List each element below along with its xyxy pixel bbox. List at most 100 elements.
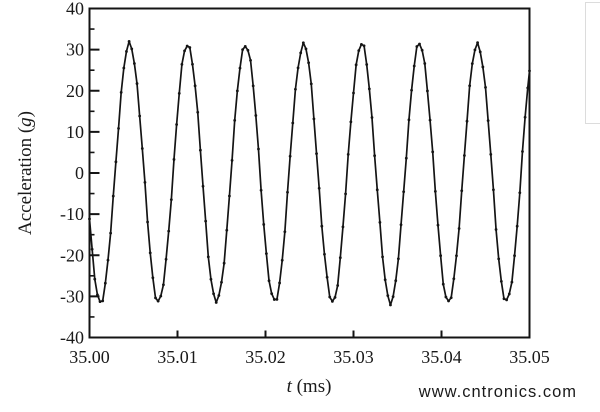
waveform-marker-dot [481,65,485,69]
x-axis-tick-labels: 35.00 35.01 35.02 35.03 35.04 35.05 [69,347,550,367]
waveform-marker-dot [140,147,144,150]
x-tick-label: 35.01 [157,347,198,367]
x-tick-label: 35.04 [421,347,462,367]
waveform-marker-dot [291,121,295,125]
waveform-marker-dot [296,66,300,70]
waveform-marker-dot [230,158,234,162]
waveform-marker-dot [162,283,165,287]
waveform-marker-dot [183,49,186,53]
waveform-marker-dot [415,45,419,48]
waveform-marker-dot [370,116,374,119]
y-tick-label: 20 [66,81,84,101]
waveform-marker-dot [462,154,466,157]
waveform-marker-dot [468,84,472,88]
y-tick-label: 30 [66,40,84,60]
waveform-marker-dot [431,150,435,154]
waveform-marker-dot [489,152,493,156]
waveform-marker-dot [111,194,115,198]
y-axis-title-text: Acceleration ( [15,127,36,235]
waveform-marker-dot [286,190,289,194]
waveform-marker-dot [196,110,200,114]
waveform-marker-dot [193,84,197,88]
waveform-marker-dot [103,281,107,285]
waveform-marker-dot [394,279,398,283]
waveform-marker-dot [272,298,276,301]
x-tick-label: 35.02 [245,347,286,367]
waveform-marker-dot [169,198,173,202]
waveform-marker-dot [521,150,524,153]
waveform-marker-dot [270,292,274,296]
waveform-marker-dot [114,160,118,164]
waveform-marker-dot [175,123,179,126]
waveform-marker-dot [383,278,387,282]
waveform-marker-dot [444,295,448,299]
waveform-marker-dot [375,188,379,192]
y-tick-label: -10 [60,204,84,224]
waveform-marker-dot [262,223,266,226]
waveform-marker-dot [526,86,530,90]
waveform-marker-dot [441,282,445,286]
waveform-marker-dot [238,66,242,70]
waveform-marker-dot [299,51,303,55]
waveform-marker-dot [399,223,403,227]
waveform-marker-dot [341,225,345,229]
waveform-marker-dot [225,228,229,232]
waveform-marker-dot [476,41,479,45]
waveform-marker-dot [510,280,514,284]
waveform-marker-dot [241,48,245,51]
waveform-marker-dot [330,299,334,303]
waveform-marker-dot [433,189,437,193]
waveform-marker-dot [499,280,503,283]
waveform-marker-dot [259,188,263,192]
waveform-marker-dot [317,186,321,190]
waveform-marker-dot [254,114,258,117]
waveform-marker-dot [323,252,326,256]
waveform-marker-dot [206,255,210,259]
x-axis-title-symbol: t [287,376,293,397]
waveform-series [88,40,531,307]
waveform-marker-dot [209,277,213,281]
waveform-marker-dot [465,119,469,123]
waveform-marker-dot [198,148,202,152]
waveform-marker-dot [96,293,99,297]
waveform-marker-dot [146,220,149,224]
waveform-marker-dot [214,301,218,304]
waveform-marker-dot [257,147,260,151]
waveform-marker-dot [349,120,353,124]
y-tick-label: -40 [60,328,84,348]
waveform-marker-dot [328,295,332,299]
waveform-marker-dot [217,294,221,297]
waveform-marker-dot [164,257,168,261]
waveform-marker-dot [457,227,461,230]
y-axis-title: Acceleration (g) [15,111,36,235]
waveform-marker-dot [478,50,482,54]
waveform-marker-dot [127,40,131,43]
waveform-marker-dot [246,48,250,52]
waveform-marker-dot [505,298,509,302]
waveform-marker-dot [396,257,400,261]
waveform-marker-dot [167,229,171,233]
waveform-marker-dot [201,184,205,188]
waveform-marker-dot [304,47,308,51]
y-axis-title-symbol: g [15,117,36,127]
x-tick-label: 35.03 [333,347,374,367]
waveform-marker-dot [109,231,113,235]
waveform-marker-dot [172,158,176,161]
waveform-marker-dot [122,66,126,70]
waveform-marker-dot [264,252,268,256]
x-axis-ticks [88,330,531,338]
waveform-marker-dot [185,44,189,48]
waveform-marker-dot [360,42,363,46]
waveform-marker-dot [420,48,424,52]
waveform-marker-dot [344,192,347,196]
waveform-marker-dot [373,154,377,158]
waveform-marker-dot [301,41,305,45]
waveform-marker-dot [309,82,313,86]
waveform-marker-dot [497,257,501,261]
waveform-marker-dot [267,279,271,283]
waveform-marker-dot [367,87,371,91]
waveform-markers [88,40,531,307]
waveform-marker-dot [407,118,411,122]
watermark-text: www.cntronics.com [418,383,577,401]
